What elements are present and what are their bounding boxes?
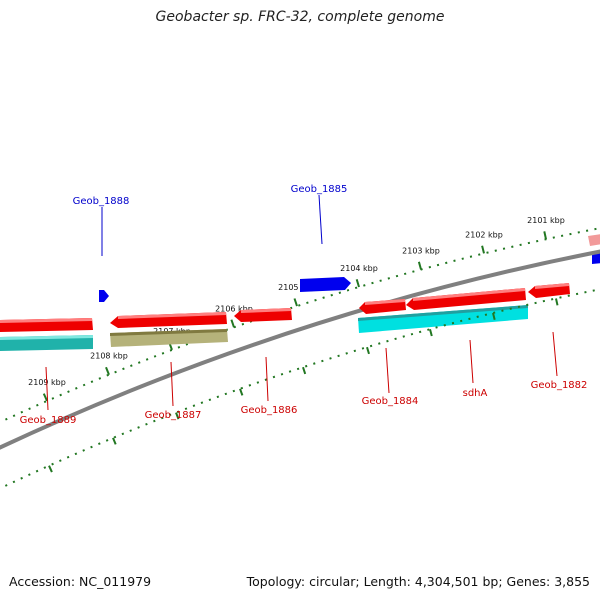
- gene-arrow-geob-1884[interactable]: [359, 299, 406, 314]
- scale-tick: [417, 261, 422, 270]
- cog-band-olive: [110, 329, 228, 347]
- gene-label-text: Geob_1888: [73, 196, 130, 207]
- gene-label-geob-1886: Geob_1886: [241, 356, 298, 416]
- gene-label-text: Geob_1886: [241, 405, 298, 416]
- gene-arrow-geob-1882[interactable]: [528, 283, 570, 298]
- gene-label-geob-1888: Geob_1888: [73, 196, 130, 256]
- gene-label-geob-1884: Geob_1884: [362, 347, 419, 407]
- gene-label-text: Geob_1889: [20, 415, 77, 426]
- forward-scale-ticks: [42, 231, 547, 402]
- gene-label-geob-1885: Geob_1885: [291, 184, 348, 245]
- gene-label-text: Geob_1885: [291, 184, 348, 195]
- genome-title: Geobacter sp. FRC-32, complete genome: [155, 9, 445, 25]
- scale-tick: [543, 231, 547, 240]
- gene-label-text: sdhA: [463, 388, 488, 399]
- reverse-scale-ticks: [48, 298, 559, 473]
- scale-tick-label: 2104 kbp: [340, 264, 378, 273]
- gene-label-sdha: sdhA: [463, 339, 488, 399]
- gene-arrow-geob-1885[interactable]: [300, 277, 351, 292]
- genome-backbone: [0, 249, 600, 450]
- scale-tick: [481, 245, 485, 254]
- gene-label-geob-1889: Geob_1889: [20, 366, 77, 426]
- gene-arrow-sdha[interactable]: [406, 288, 526, 310]
- cog-band-cyan: [358, 305, 528, 333]
- scale-tick: [112, 437, 117, 445]
- cog-band-teal: [0, 335, 93, 351]
- gene-arrow-geob-1886[interactable]: [234, 308, 292, 322]
- genome-stats: Topology: circular; Length: 4,304,501 bp…: [246, 574, 590, 589]
- scale-tick: [230, 319, 235, 328]
- scale-tick: [366, 346, 370, 355]
- gene-label-geob-1882: Geob_1882: [531, 331, 588, 391]
- scale-tick: [175, 412, 180, 420]
- scale-tick: [239, 388, 244, 396]
- scale-tick: [42, 393, 48, 402]
- scale-tick-label: 2102 kbp: [465, 230, 503, 239]
- gene-arrow-geob-1887[interactable]: [110, 312, 227, 328]
- gene-arrow-geob-1888[interactable]: [99, 290, 109, 302]
- scale-tick: [429, 328, 433, 337]
- scale-tick: [555, 298, 559, 306]
- gene-label-text: Geob_1884: [362, 396, 419, 407]
- gene-arrow-offscreen-pink[interactable]: [588, 234, 600, 246]
- gene-arrow-geob-1889[interactable]: [0, 318, 93, 332]
- gene-label-text: Geob_1882: [531, 380, 588, 391]
- scale-tick-label: 2101 kbp: [527, 216, 565, 225]
- scale-tick: [492, 312, 496, 321]
- scale-tick: [355, 279, 360, 288]
- scale-tick-label: 2106 kbp: [215, 304, 253, 313]
- scale-tick-label: 2108 kbp: [90, 352, 128, 361]
- accession-label: Accession: NC_011979: [9, 574, 152, 589]
- scale-tick: [48, 465, 53, 473]
- scale-tick: [105, 366, 110, 376]
- scale-tick: [302, 366, 307, 375]
- scale-tick: [293, 298, 298, 307]
- scale-tick-label: 2105 kbp: [278, 283, 316, 292]
- gene-label-geob-1887: Geob_1887: [145, 361, 202, 421]
- gene-label-text: Geob_1887: [145, 410, 202, 421]
- scale-tick-label: 2103 kbp: [402, 247, 440, 256]
